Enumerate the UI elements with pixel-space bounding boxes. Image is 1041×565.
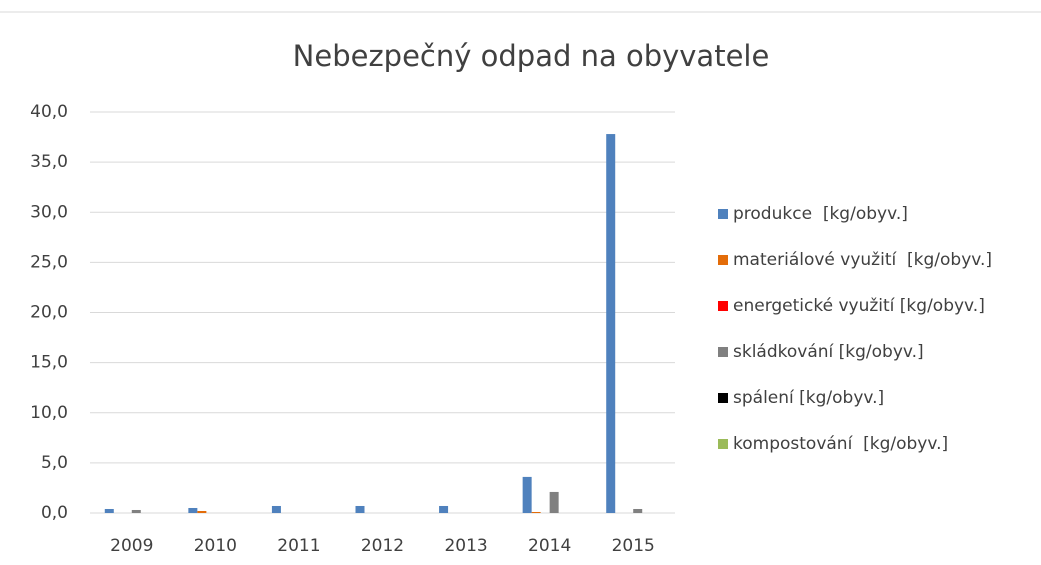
y-tick-label: 25,0 [30, 252, 68, 272]
x-tick-label: 2014 [528, 536, 571, 556]
legend-swatch [718, 393, 728, 403]
bar [633, 508, 643, 513]
y-tick-label: 40,0 [30, 102, 68, 122]
legend-swatch [718, 347, 728, 357]
y-tick-label: 30,0 [30, 202, 68, 222]
bar [271, 505, 281, 513]
x-tick-label: 2013 [444, 536, 487, 556]
x-tick-label: 2012 [361, 536, 404, 556]
x-tick-label: 2015 [612, 536, 655, 556]
y-tick-label: 5,0 [41, 453, 68, 473]
x-tick-label: 2010 [194, 536, 237, 556]
x-tick-label: 2009 [110, 536, 153, 556]
x-tick-label: 2011 [277, 536, 320, 556]
y-tick-label: 35,0 [30, 152, 68, 172]
legend-label: produkce [kg/obyv.] [733, 204, 908, 224]
bar [355, 505, 365, 513]
legend-label: materiálové využití [kg/obyv.] [733, 250, 992, 270]
bar [549, 491, 559, 513]
bar [522, 476, 532, 513]
bar [439, 505, 449, 513]
legend-swatch [718, 209, 728, 219]
legend-label: kompostování [kg/obyv.] [733, 434, 948, 454]
legend-swatch [718, 255, 728, 265]
bar [188, 507, 198, 513]
legend-swatch [718, 301, 728, 311]
bar [104, 508, 114, 513]
bar [131, 509, 141, 513]
legend-label: skládkování [kg/obyv.] [733, 342, 924, 362]
bar [606, 134, 616, 513]
chart-title: Nebezpečný odpad na obyvatele [293, 39, 770, 73]
bar [197, 510, 207, 513]
y-tick-label: 15,0 [30, 353, 68, 373]
y-tick-label: 10,0 [30, 403, 68, 423]
legend-label: energetické využití [kg/obyv.] [733, 296, 985, 316]
bar [531, 511, 541, 513]
y-tick-label: 20,0 [30, 303, 68, 323]
y-tick-label: 0,0 [41, 503, 68, 523]
legend-swatch [718, 439, 728, 449]
legend-label: spálení [kg/obyv.] [733, 388, 884, 408]
